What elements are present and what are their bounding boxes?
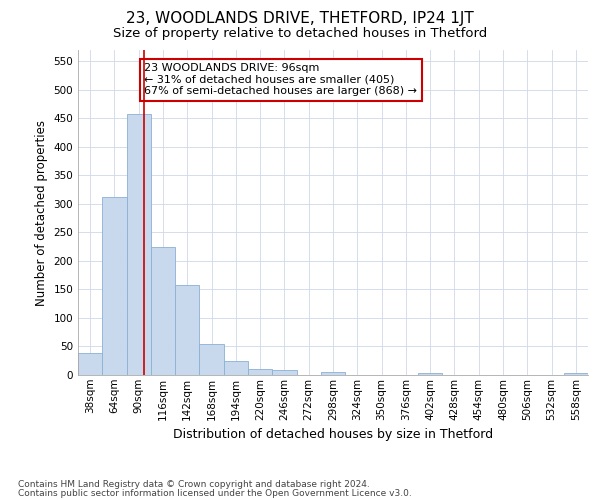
Bar [78, 354, 102, 375]
Bar [418, 374, 442, 375]
Bar [248, 368, 272, 375]
Bar [272, 370, 296, 375]
Bar [199, 344, 224, 375]
Bar [175, 285, 199, 375]
Bar [321, 372, 345, 375]
Text: Size of property relative to detached houses in Thetford: Size of property relative to detached ho… [113, 28, 487, 40]
X-axis label: Distribution of detached houses by size in Thetford: Distribution of detached houses by size … [173, 428, 493, 441]
Bar [224, 360, 248, 375]
Text: 23, WOODLANDS DRIVE, THETFORD, IP24 1JT: 23, WOODLANDS DRIVE, THETFORD, IP24 1JT [126, 11, 474, 26]
Text: 23 WOODLANDS DRIVE: 96sqm
← 31% of detached houses are smaller (405)
67% of semi: 23 WOODLANDS DRIVE: 96sqm ← 31% of detac… [145, 63, 418, 96]
Bar [151, 246, 175, 375]
Bar [102, 196, 127, 375]
Bar [564, 374, 588, 375]
Bar [127, 114, 151, 375]
Text: Contains HM Land Registry data © Crown copyright and database right 2024.: Contains HM Land Registry data © Crown c… [18, 480, 370, 489]
Text: Contains public sector information licensed under the Open Government Licence v3: Contains public sector information licen… [18, 488, 412, 498]
Y-axis label: Number of detached properties: Number of detached properties [35, 120, 48, 306]
